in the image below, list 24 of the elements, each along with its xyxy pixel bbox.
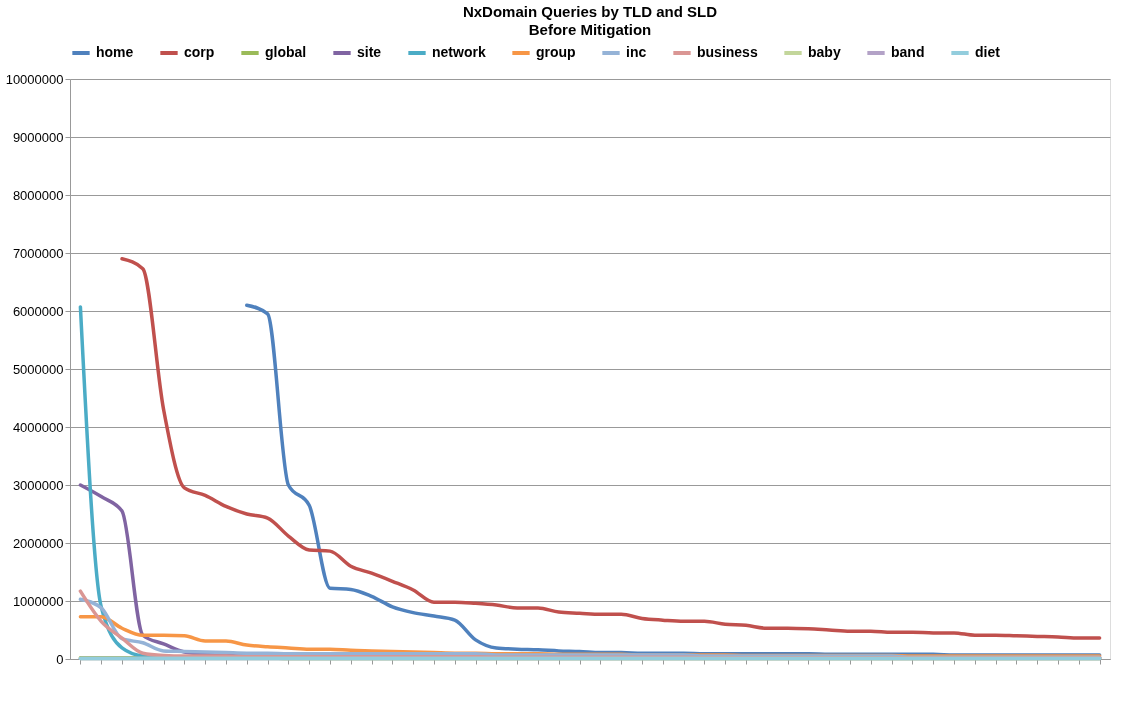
legend-label: baby <box>808 44 841 60</box>
y-tick-label: 7000000 <box>12 245 64 261</box>
y-tick-label: 10000000 <box>5 71 64 87</box>
y-tick-label: 2000000 <box>12 535 64 551</box>
legend-label: business <box>697 44 758 60</box>
y-tick-label: 3000000 <box>12 477 64 493</box>
legend-label: global <box>265 44 307 60</box>
legend-label: network <box>432 44 486 60</box>
legend-label: band <box>891 44 925 60</box>
legend-label: site <box>357 44 382 60</box>
y-tick-label: 9000000 <box>12 129 64 145</box>
y-tick-label: 4000000 <box>12 419 64 435</box>
legend-label: home <box>96 44 134 60</box>
legend-label: group <box>536 44 576 60</box>
chart-subtitle: Before Mitigation <box>528 21 652 38</box>
y-tick-label: 5000000 <box>12 361 64 377</box>
y-tick-label: 1000000 <box>12 593 64 609</box>
legend-label: inc <box>626 44 647 60</box>
chart-title: NxDomain Queries by TLD and SLD <box>462 3 718 20</box>
y-tick-label: 6000000 <box>12 303 64 319</box>
y-tick-label: 0 <box>56 651 64 667</box>
legend-label: corp <box>184 44 215 60</box>
legend-label: diet <box>975 44 1001 60</box>
y-tick-label: 8000000 <box>12 187 64 203</box>
